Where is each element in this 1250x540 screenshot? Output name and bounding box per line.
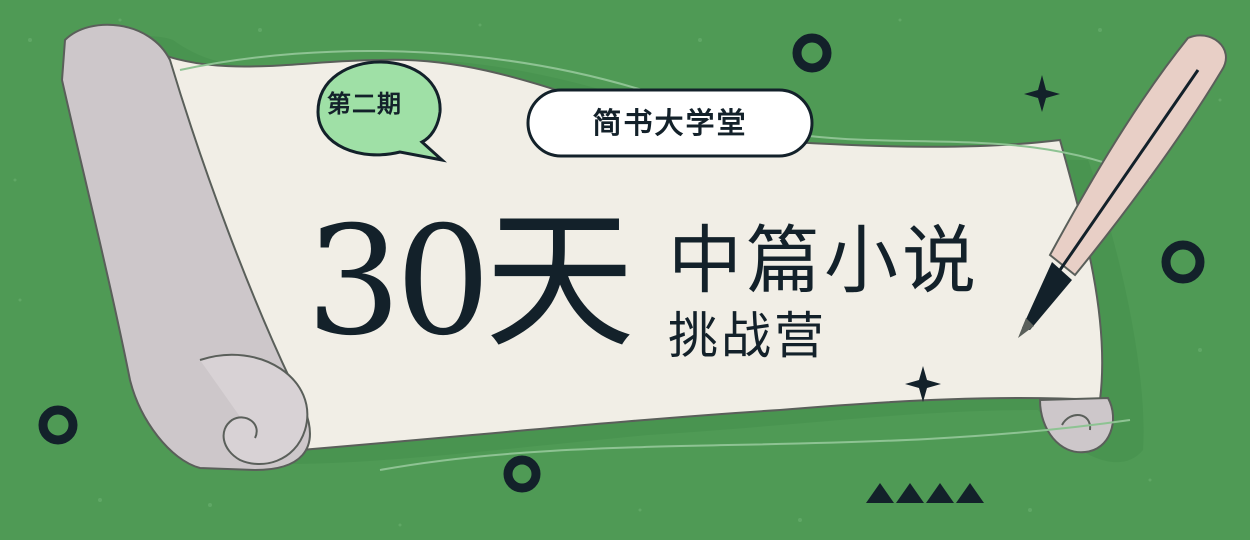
speech-bubble-icon [316,60,447,163]
scroll-left-roll [60,23,311,472]
decor-line [379,419,1131,471]
issue-label: 第二期 [327,90,402,118]
sparkle-icon [905,75,1060,402]
quill-pen-icon [1018,34,1227,338]
ring-icon [38,33,1205,493]
school-name: 简书大学堂 [592,106,748,140]
main-title: 中篇小说 [668,218,980,304]
school-pill [526,88,814,158]
duration-title: 30天 [306,195,635,369]
scroll-right-curl [1038,396,1115,454]
speckle-texture [13,18,1222,527]
triangle-icon [866,483,984,503]
sub-title: 挑战营 [668,307,827,365]
